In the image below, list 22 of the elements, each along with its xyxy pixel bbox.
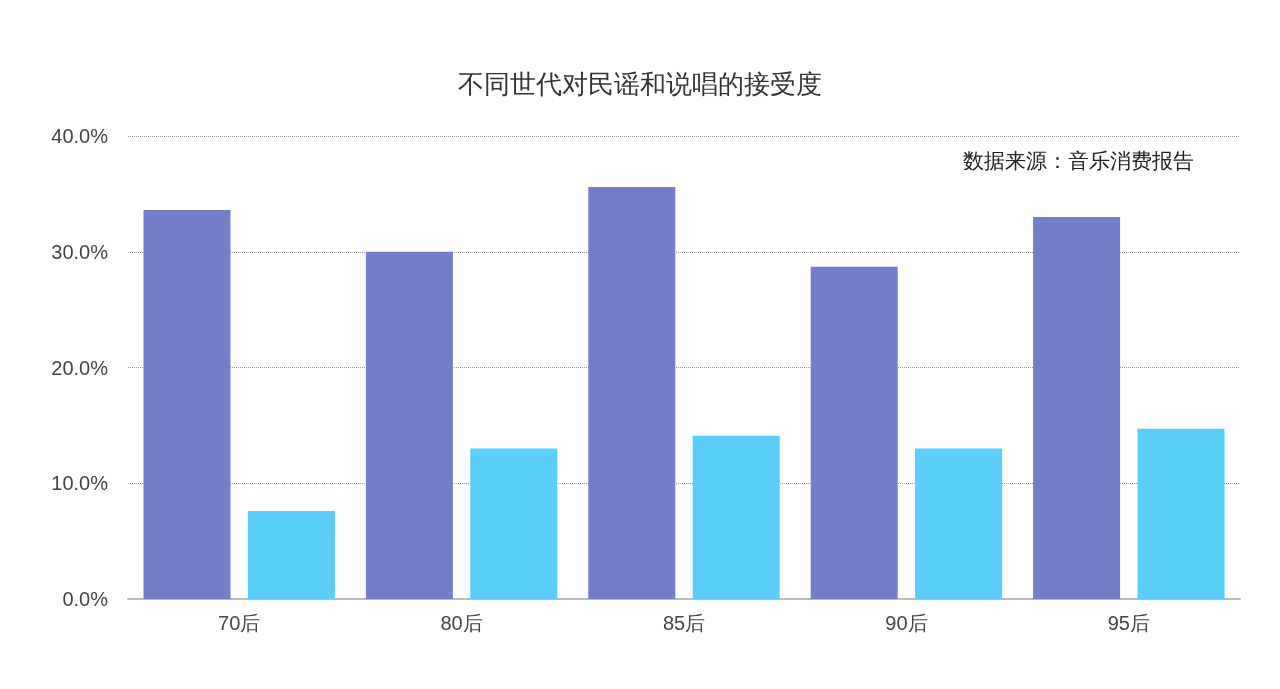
bar <box>247 511 335 599</box>
x-tick-label: 80后 <box>440 612 483 634</box>
bar <box>470 448 558 599</box>
y-tick-label: 40.0% <box>51 125 109 147</box>
y-tick-label: 0.0% <box>62 588 109 610</box>
bar <box>915 448 1003 599</box>
y-tick-label: 30.0% <box>51 240 109 263</box>
y-tick-label: 10.0% <box>51 472 109 495</box>
bar <box>1033 217 1121 599</box>
y-tick-label: 20.0% <box>51 356 109 379</box>
chart-title: 不同世代对民谣和说唱的接受度 <box>458 69 822 99</box>
bar <box>588 186 676 599</box>
bar <box>692 435 780 599</box>
x-tick-label: 70后 <box>218 612 261 634</box>
bar <box>143 210 231 599</box>
x-tick-label: 85后 <box>662 612 706 634</box>
bar <box>1137 428 1225 599</box>
x-tick-label: 90后 <box>885 612 928 634</box>
bar <box>365 251 453 599</box>
x-tick-label: 95后 <box>1107 612 1150 634</box>
annotation: 数据来源：音乐消费报告 <box>963 148 1194 173</box>
bar <box>810 266 898 599</box>
